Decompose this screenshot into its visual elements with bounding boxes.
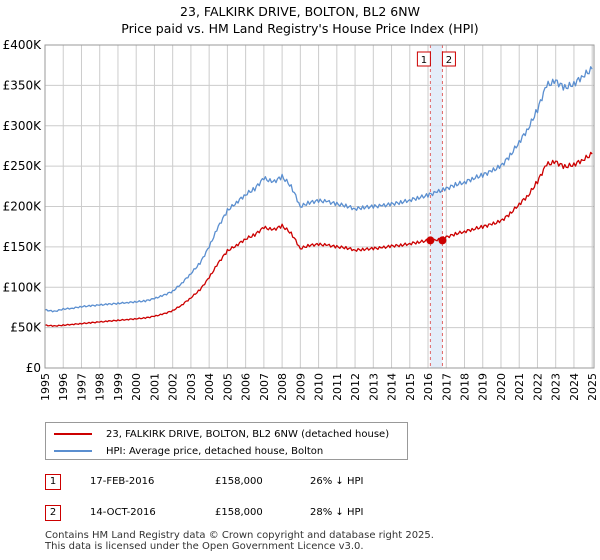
sale-label-box	[441, 51, 456, 67]
legend-property-swatch	[54, 433, 92, 435]
x-tick-label: 2002	[167, 373, 180, 400]
legend-item-property: 23, FALKIRK DRIVE, BOLTON, BL2 6NW (deta…	[54, 426, 389, 442]
transaction-price: £158,000	[215, 507, 263, 518]
transaction-row: 2 14-OCT-2016 £158,000 28% ↓ HPI	[45, 503, 585, 523]
copyright-footer: Contains HM Land Registry data © Crown c…	[45, 530, 434, 552]
x-tick-label: 1999	[112, 373, 125, 400]
y-tick-label: £0	[26, 361, 41, 375]
x-tick-label: 2000	[130, 373, 143, 400]
legend-hpi-label: HPI: Average price, detached house, Bolt…	[106, 445, 324, 457]
transaction-hpi-diff: 28% ↓ HPI	[310, 507, 364, 518]
x-tick-label: 1997	[75, 373, 88, 400]
chart-title: 23, FALKIRK DRIVE, BOLTON, BL2 6NW	[180, 4, 420, 19]
x-tick-label: 2001	[148, 373, 161, 400]
x-tick-label: 2003	[185, 373, 198, 400]
x-tick-label: 2016	[422, 373, 435, 400]
x-tick-label: 2005	[221, 373, 234, 400]
x-tick-label: 2022	[531, 373, 544, 400]
chart-subtitle: Price paid vs. HM Land Registry's House …	[121, 21, 479, 36]
x-tick-label: 2021	[513, 373, 526, 400]
hpi-series-line	[44, 66, 593, 313]
y-tick-label: £400K	[3, 38, 43, 52]
plot-frame	[44, 44, 595, 369]
x-tick-label: 2008	[276, 373, 289, 400]
x-tick-label: 2004	[203, 373, 216, 400]
chart-series	[44, 66, 593, 327]
transaction-hpi-diff: 26% ↓ HPI	[310, 476, 364, 487]
transaction-row: 1 17-FEB-2016 £158,000 26% ↓ HPI	[45, 472, 585, 492]
x-tick-label: 2015	[404, 373, 417, 400]
sale-label-box	[416, 51, 431, 67]
chart-axes: £0 £50K £100K £150K £200K £250K £300K £350K £400…	[3, 38, 600, 400]
sales-highlight	[429, 45, 443, 368]
x-tick-label: 2013	[367, 373, 380, 400]
x-tick-label: 2014	[386, 373, 399, 400]
x-tick-label: 1995	[39, 373, 52, 400]
y-tick-label: £250K	[3, 159, 43, 173]
legend-property-label: 23, FALKIRK DRIVE, BOLTON, BL2 6NW (deta…	[106, 428, 390, 440]
legend-item-hpi: HPI: Average price, detached house, Bolt…	[54, 443, 323, 459]
transaction-number-badge: 2	[45, 505, 61, 521]
sale-label-text: 2	[446, 55, 452, 66]
footer-line-copyright: Contains HM Land Registry data © Crown c…	[45, 530, 434, 541]
transaction-date: 17-FEB-2016	[90, 476, 155, 487]
y-tick-label: £350K	[3, 78, 43, 92]
sale-point	[426, 236, 435, 245]
x-tick-label: 2009	[294, 373, 307, 400]
transaction-price: £158,000	[215, 476, 263, 487]
x-tick-label: 2024	[568, 373, 581, 400]
sale-point	[438, 236, 447, 245]
y-tick-label: £200K	[3, 200, 43, 214]
x-tick-label: 2020	[495, 373, 508, 400]
y-tick-label: £100K	[3, 280, 43, 294]
chart-legend: 23, FALKIRK DRIVE, BOLTON, BL2 6NW (deta…	[45, 422, 408, 460]
y-tick-label: £150K	[3, 240, 43, 254]
transaction-number-badge: 1	[45, 474, 61, 490]
x-tick-label: 2019	[477, 373, 490, 400]
x-tick-label: 1996	[57, 373, 70, 400]
x-tick-label: 2007	[258, 373, 271, 400]
y-tick-label: £50K	[10, 321, 42, 335]
x-tick-label: 2010	[313, 373, 326, 400]
x-tick-label: 2023	[550, 373, 563, 400]
property-series-line	[44, 151, 593, 327]
x-tick-label: 2012	[349, 373, 362, 400]
sale-label-text: 1	[421, 55, 427, 66]
x-tick-label: 2018	[459, 373, 472, 400]
x-tick-label: 2006	[240, 373, 253, 400]
x-tick-label: 1998	[94, 373, 107, 400]
sales-period-band	[430, 45, 443, 368]
legend-hpi-swatch	[54, 450, 92, 452]
x-tick-label: 2017	[440, 373, 453, 400]
transaction-date: 14-OCT-2016	[90, 507, 156, 518]
y-tick-label: £300K	[3, 119, 43, 133]
x-tick-label: 2025	[586, 373, 599, 400]
footer-line-licence: This data is licensed under the Open Gov…	[45, 541, 364, 552]
x-tick-label: 2011	[331, 373, 344, 400]
